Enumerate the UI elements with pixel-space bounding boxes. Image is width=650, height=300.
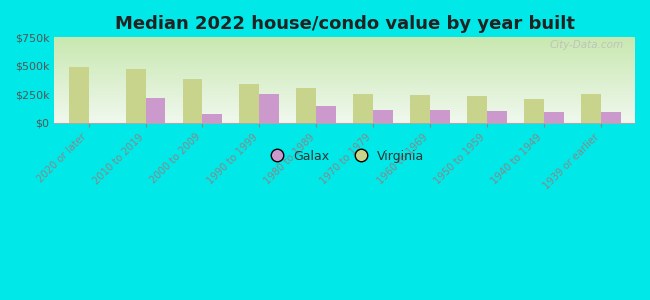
Bar [410, 95, 430, 123]
Bar [125, 69, 146, 123]
Title: Median 2022 house/condo value by year built: Median 2022 house/condo value by year bu… [115, 15, 575, 33]
Bar [544, 112, 564, 123]
Bar [601, 112, 621, 123]
Bar [259, 94, 280, 123]
Bar [430, 110, 450, 123]
Bar [524, 99, 544, 123]
Bar [373, 110, 393, 123]
Bar [487, 111, 507, 123]
Bar [69, 67, 88, 123]
Bar [296, 88, 317, 123]
Bar [581, 94, 601, 123]
Bar [354, 94, 373, 123]
Bar [183, 79, 202, 123]
Bar [146, 98, 166, 123]
Text: City-Data.com: City-Data.com [549, 40, 623, 50]
Bar [239, 84, 259, 123]
Bar [202, 114, 222, 123]
Legend: Galax, Virginia: Galax, Virginia [260, 145, 430, 168]
Bar [467, 96, 487, 123]
Bar [317, 106, 336, 123]
